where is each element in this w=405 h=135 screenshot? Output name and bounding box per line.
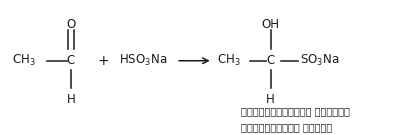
Text: H: H bbox=[266, 93, 275, 106]
Text: +: + bbox=[98, 54, 109, 68]
Text: एसीटेल्डहाइड सोडियम: एसीटेल्डहाइड सोडियम bbox=[241, 106, 350, 116]
Text: CH$_3$: CH$_3$ bbox=[217, 53, 241, 68]
Text: CH$_3$: CH$_3$ bbox=[12, 53, 36, 68]
Text: H: H bbox=[66, 93, 75, 106]
Text: OH: OH bbox=[262, 18, 279, 31]
Text: HSO$_3$Na: HSO$_3$Na bbox=[119, 53, 168, 68]
Text: SO$_3$Na: SO$_3$Na bbox=[300, 53, 339, 68]
Text: O: O bbox=[66, 18, 75, 31]
Text: बाइसल्फाइट यौगिक: बाइसल्फाइट यौगिक bbox=[241, 123, 332, 133]
Text: C: C bbox=[67, 54, 75, 67]
Text: C: C bbox=[266, 54, 275, 67]
